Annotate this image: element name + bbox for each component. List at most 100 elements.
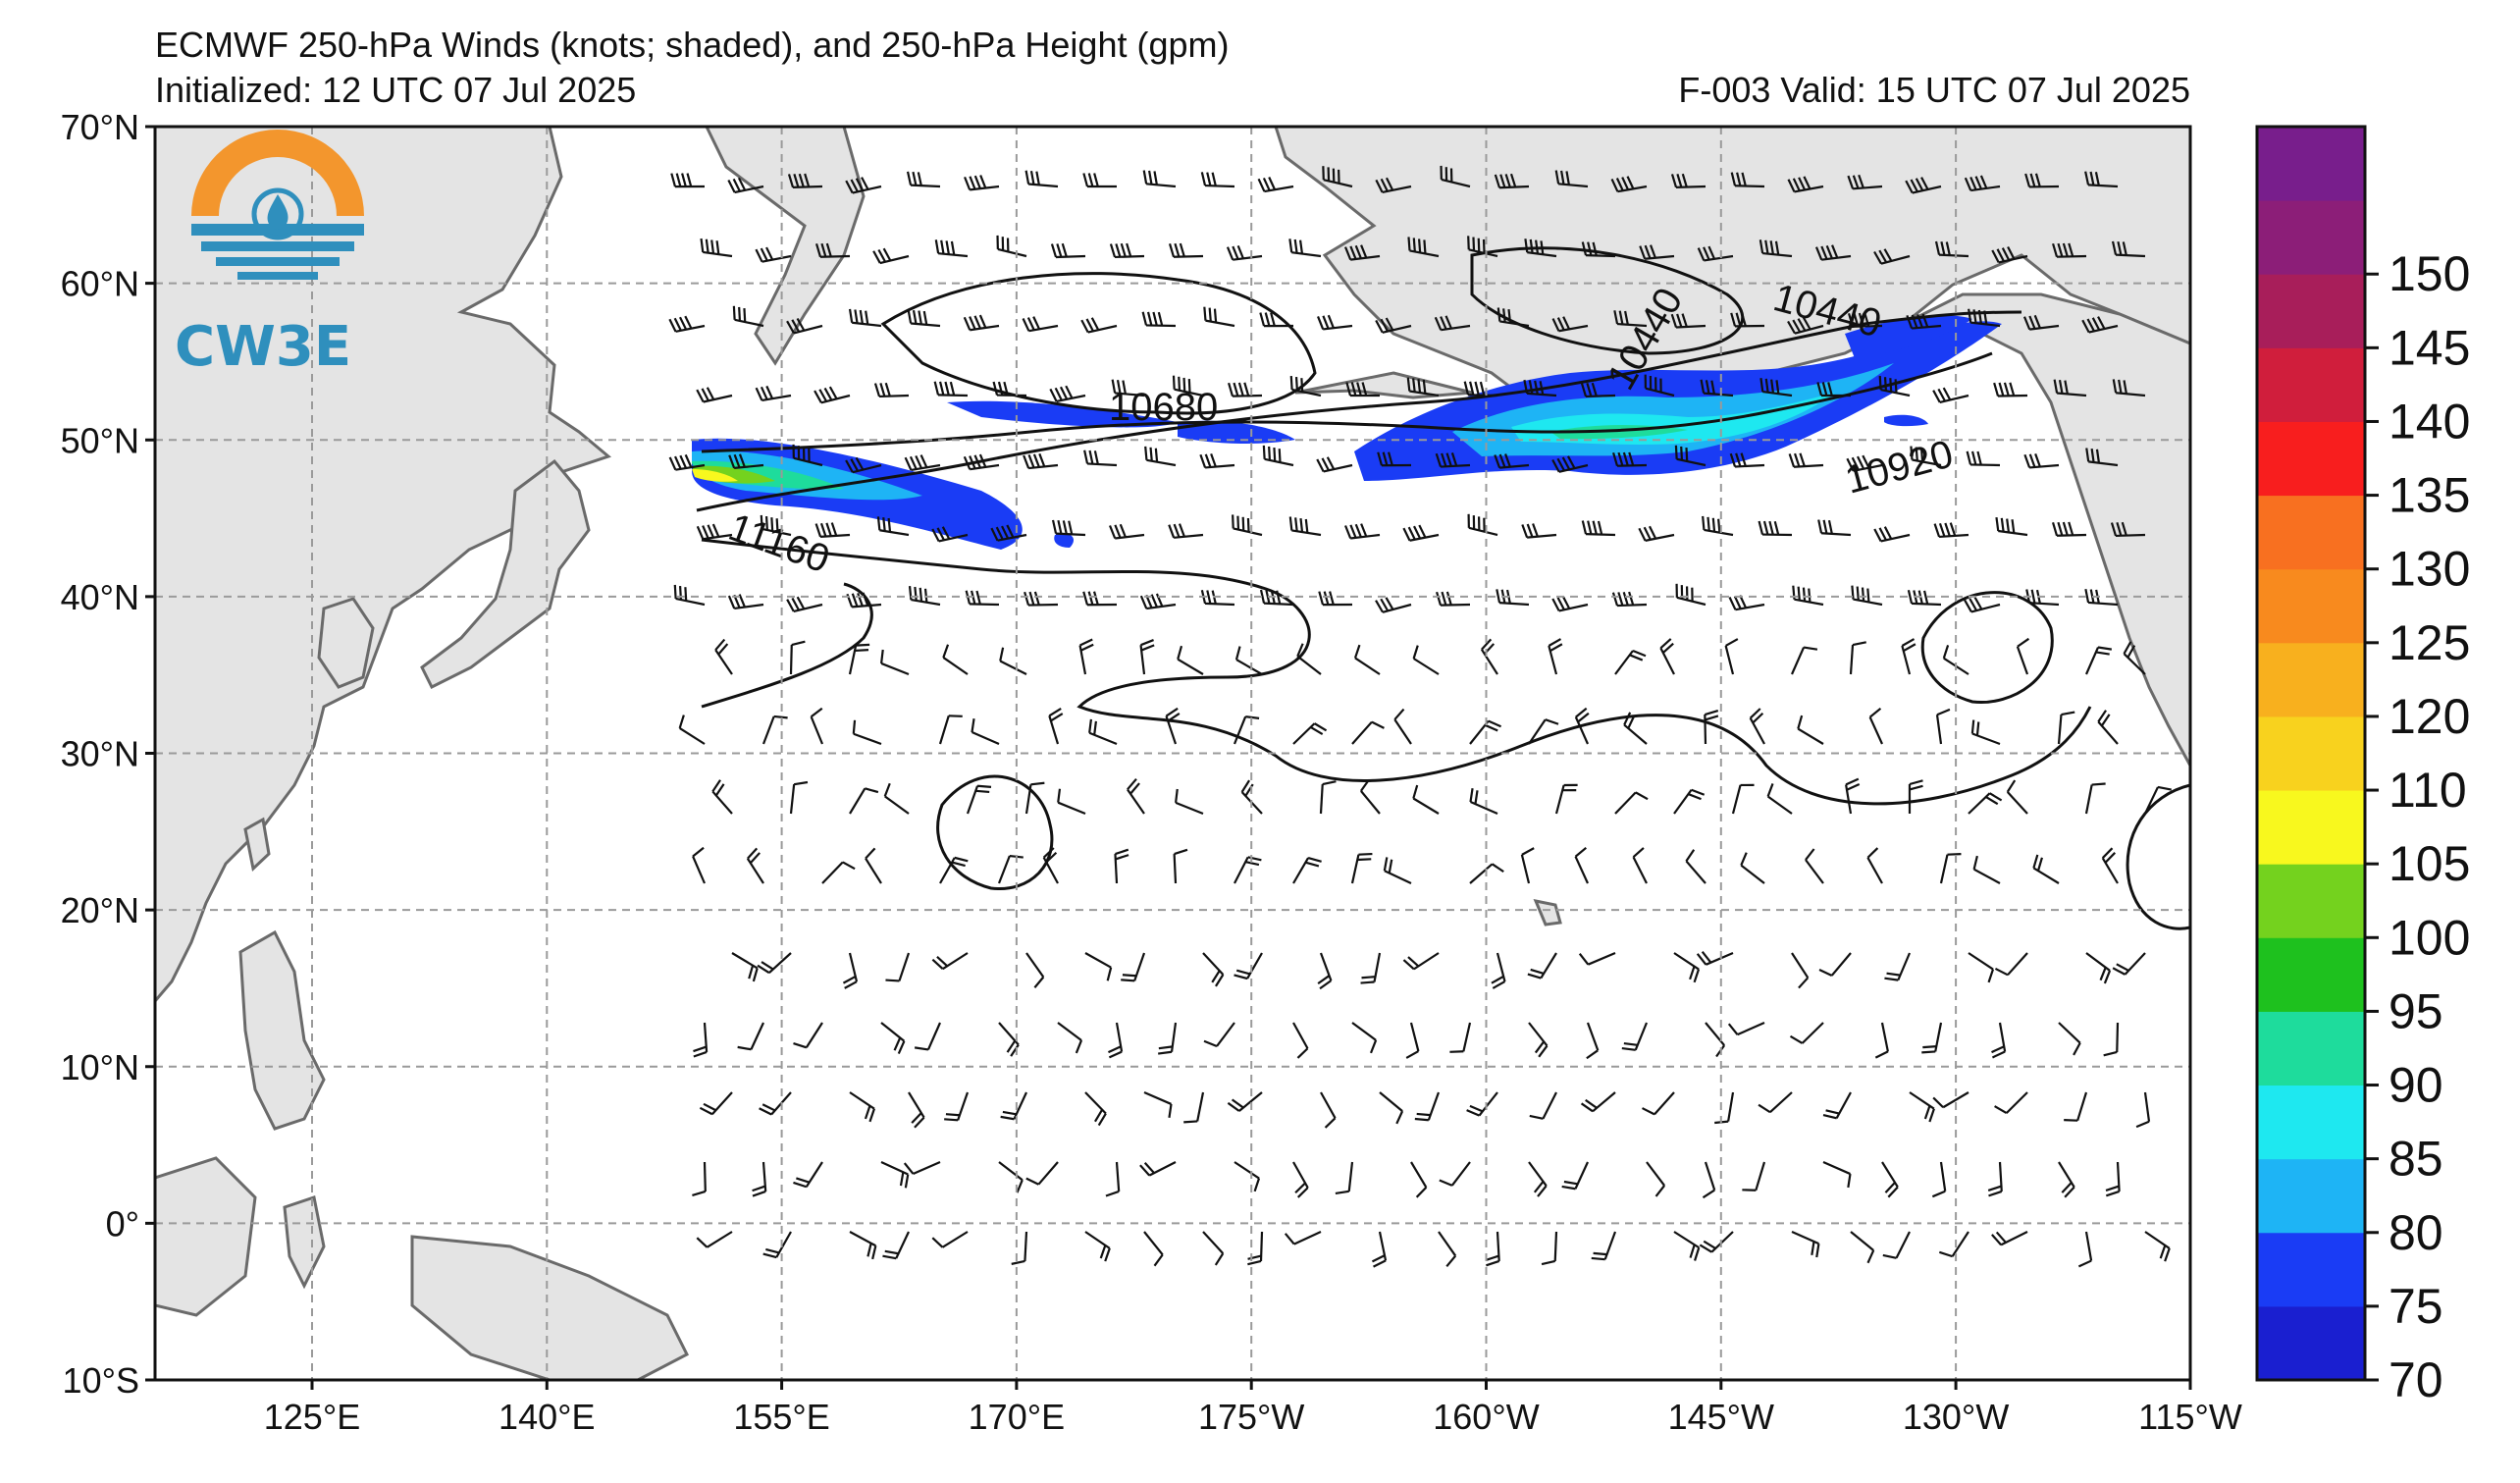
wind-barb xyxy=(849,1091,875,1123)
wind-barb xyxy=(2112,952,2146,976)
wind-barb xyxy=(1882,1231,1911,1259)
wind-barb xyxy=(885,952,911,982)
wind-barb xyxy=(1673,1231,1701,1261)
wind-barb xyxy=(1639,244,1675,260)
cw3e-logo: CW3E xyxy=(175,130,364,379)
wind-barb xyxy=(1317,952,1333,990)
wind-barb xyxy=(1440,165,1471,188)
wind-barb xyxy=(1758,1091,1793,1114)
wind-barb xyxy=(668,453,706,471)
wind-barb xyxy=(1109,523,1145,540)
wind-barb xyxy=(692,1161,707,1197)
forecast-valid-time: F-003 Valid: 15 UTC 07 Jul 2025 xyxy=(1678,70,2190,110)
wind-barb xyxy=(752,1161,767,1197)
wind-barb xyxy=(1049,385,1086,403)
wind-barb xyxy=(1995,516,2028,537)
wind-barb xyxy=(1317,314,1353,331)
wind-barb xyxy=(1623,712,1648,745)
colorbar-tick-label: 130 xyxy=(2389,542,2470,597)
wind-barb xyxy=(2057,711,2075,745)
wind-barb xyxy=(1234,952,1263,980)
wind-barb xyxy=(1574,846,1590,884)
latitude-tick-label: 60°N xyxy=(61,264,139,304)
contour-10440-a xyxy=(1470,246,1745,355)
wind-barb xyxy=(1850,1231,1875,1264)
wind-barb xyxy=(1292,857,1322,884)
latitude-tick-label: 10°S xyxy=(63,1360,139,1401)
latitude-tick-label: 40°N xyxy=(61,577,139,617)
wind-barb xyxy=(1931,1161,1947,1198)
wind-barb xyxy=(1724,638,1739,675)
wind-barb xyxy=(2023,453,2060,469)
wind-barb xyxy=(2024,173,2060,188)
wind-barb xyxy=(1203,306,1235,328)
wind-barb xyxy=(1111,379,1145,397)
wind-barb xyxy=(762,1231,792,1259)
wind-barb xyxy=(1350,852,1373,884)
wind-barb xyxy=(848,643,870,675)
wind-barb xyxy=(1247,1231,1264,1266)
wind-barb xyxy=(1234,1161,1261,1192)
wind-barb xyxy=(1646,1161,1665,1197)
land-sulawesi xyxy=(283,1195,326,1290)
longitude-tick-label: 145°W xyxy=(1668,1397,1774,1437)
wind-barb xyxy=(1673,788,1706,815)
wind-barb xyxy=(1704,710,1719,745)
colorbar-tick-label: 100 xyxy=(2389,910,2470,965)
contour-10800 xyxy=(701,351,1993,453)
wind-barb xyxy=(1727,1021,1765,1036)
wind-barb xyxy=(2084,782,2106,815)
wind-barb xyxy=(1412,645,1440,675)
wind-barb xyxy=(1082,173,1118,188)
latitude-tick-label: 20°N xyxy=(61,890,139,930)
colorbar-tick-label: 80 xyxy=(2389,1205,2443,1260)
colorbar-segment xyxy=(2257,127,2365,201)
wind-barb xyxy=(1574,707,1590,745)
wind-barb xyxy=(1822,1091,1852,1120)
wind-barb xyxy=(963,453,1000,471)
wind-barb xyxy=(793,1161,823,1189)
wind-barb xyxy=(1991,1231,2028,1246)
longitude-tick-label: 130°W xyxy=(1903,1397,2009,1437)
wind-barb xyxy=(852,719,882,746)
colorbar-tick-label: 105 xyxy=(2389,836,2470,891)
wind-barb xyxy=(872,247,910,265)
wind-barb xyxy=(1845,777,1861,815)
wind-barb xyxy=(787,173,823,188)
colorbar-tick-label: 120 xyxy=(2389,689,2470,744)
wind-barb xyxy=(931,1231,969,1248)
wind-barb xyxy=(998,1161,1024,1193)
wind-barb xyxy=(1024,781,1045,815)
map-title: ECMWF 250-hPa Winds (knots; shaded), and… xyxy=(155,25,1230,65)
wind-barb xyxy=(1088,718,1118,746)
wind-barb xyxy=(2144,785,2172,815)
wind-barb xyxy=(760,514,792,537)
wind-barb xyxy=(1469,863,1504,884)
wind-barb xyxy=(1402,524,1440,542)
wind-barb xyxy=(1868,707,1884,745)
logo-arc-icon xyxy=(191,130,364,216)
colorbar-segment xyxy=(2257,568,2365,644)
wind-barb xyxy=(731,952,759,982)
wind-barb xyxy=(1591,1231,1617,1261)
wind-barb xyxy=(1906,313,1942,330)
wind-barb xyxy=(1025,1161,1059,1186)
land-hawaii xyxy=(1533,898,1562,927)
latitude-tick-label: 30°N xyxy=(61,734,139,774)
latitude-tick-label: 70°N xyxy=(61,107,139,147)
wind-barb xyxy=(1494,173,1530,189)
wind-barb xyxy=(1987,1161,2003,1197)
wind-barb xyxy=(880,1161,910,1189)
wind-barb xyxy=(1405,1022,1420,1059)
wind-barb xyxy=(1791,952,1810,989)
wind-barb xyxy=(1199,453,1235,469)
wind-barb xyxy=(1659,638,1675,675)
wind-barb xyxy=(1964,175,2001,192)
wind-barb xyxy=(1143,1231,1164,1267)
wind-barb xyxy=(1797,715,1824,745)
contour-ring-c xyxy=(2126,783,2190,930)
contour-label: 10680 xyxy=(1109,386,1218,429)
land-philippines xyxy=(238,929,326,1131)
wind-barb xyxy=(939,856,969,884)
wind-barb xyxy=(966,784,992,815)
